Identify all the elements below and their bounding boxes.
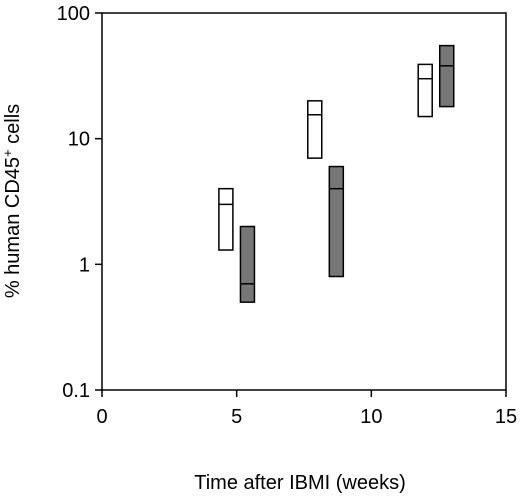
box-group	[218, 44, 455, 303]
y-tick-label: 100	[57, 3, 90, 25]
x-tick-label: 10	[360, 406, 382, 428]
range-box-series-2	[239, 225, 256, 303]
x-tick-label: 15	[495, 406, 517, 428]
range-box-series-2	[438, 44, 455, 108]
x-axis-title: Time after IBMI (weeks)	[194, 472, 406, 494]
y-axis-title-suffix: cells	[2, 104, 24, 150]
y-axis-title-superscript: +	[0, 149, 15, 157]
range-box-series-1	[307, 100, 323, 159]
y-tick-label: 0.1	[62, 380, 90, 402]
x-tick-label: 0	[96, 406, 107, 428]
range-box-series-2	[328, 165, 345, 278]
y-tick-label: 1	[79, 254, 90, 276]
x-tick-label: 5	[231, 406, 242, 428]
y-axis-title: % human CD45+ cells	[0, 104, 24, 298]
y-axis-title-prefix: % human CD45	[2, 157, 24, 298]
tick-group: 0.1 1 10 100 0 5 10 15	[57, 3, 518, 428]
range-box-series-1	[218, 187, 234, 251]
y-tick-label: 10	[68, 129, 90, 151]
range-box-series-1	[417, 63, 433, 118]
plot-area-frame	[101, 12, 507, 391]
